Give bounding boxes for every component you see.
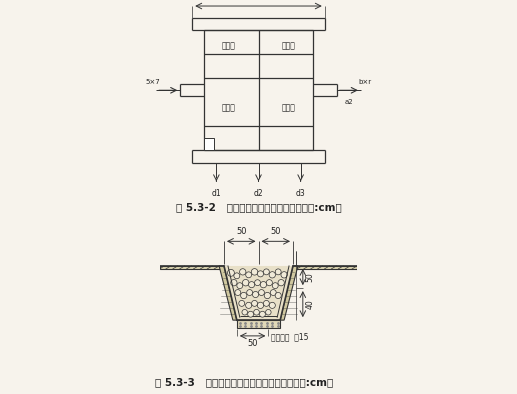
Circle shape <box>266 310 271 315</box>
Circle shape <box>234 273 240 279</box>
Polygon shape <box>219 266 237 320</box>
Text: 沉砂仓: 沉砂仓 <box>221 41 235 50</box>
Circle shape <box>260 281 267 288</box>
Circle shape <box>264 292 270 299</box>
Circle shape <box>264 269 269 275</box>
Circle shape <box>275 292 281 299</box>
Circle shape <box>270 290 276 296</box>
Circle shape <box>266 280 272 286</box>
Text: 沉积仓: 沉积仓 <box>282 104 296 113</box>
Circle shape <box>257 302 264 309</box>
Circle shape <box>246 302 252 309</box>
Text: d3: d3 <box>296 189 306 198</box>
Text: 50: 50 <box>236 227 247 236</box>
Circle shape <box>251 269 258 275</box>
Text: 沉积仓: 沉积仓 <box>221 104 235 113</box>
Circle shape <box>257 271 264 277</box>
Circle shape <box>281 272 287 278</box>
Circle shape <box>247 290 253 296</box>
Circle shape <box>246 272 252 278</box>
Polygon shape <box>160 266 224 269</box>
Circle shape <box>237 283 243 288</box>
Circle shape <box>264 301 269 307</box>
Text: d1: d1 <box>211 189 221 198</box>
Text: b×r: b×r <box>358 79 371 85</box>
Circle shape <box>227 269 234 276</box>
Circle shape <box>254 309 260 315</box>
Text: 5×7: 5×7 <box>145 79 160 85</box>
Text: 图 5.3-3   干砌石排水沟典型设计断面图（单位:cm）: 图 5.3-3 干砌石排水沟典型设计断面图（单位:cm） <box>155 377 333 387</box>
Text: c3: c3 <box>253 0 264 2</box>
Circle shape <box>260 311 265 317</box>
Polygon shape <box>280 266 298 320</box>
Text: 50: 50 <box>270 227 281 236</box>
Polygon shape <box>224 266 293 320</box>
Circle shape <box>242 310 248 315</box>
Circle shape <box>269 272 276 278</box>
Circle shape <box>272 283 278 288</box>
Circle shape <box>248 311 253 317</box>
Circle shape <box>278 280 284 286</box>
Circle shape <box>258 290 264 296</box>
Circle shape <box>252 301 257 307</box>
Text: 格栅板: 格栅板 <box>282 41 296 50</box>
Text: 50: 50 <box>247 339 258 348</box>
Circle shape <box>231 280 237 286</box>
Bar <box>237 320 280 328</box>
Circle shape <box>242 279 249 286</box>
Circle shape <box>269 302 276 309</box>
Circle shape <box>239 301 245 307</box>
Circle shape <box>240 292 247 299</box>
Polygon shape <box>293 266 357 269</box>
Text: a2: a2 <box>344 99 353 105</box>
Bar <box>204 138 214 151</box>
Circle shape <box>239 269 246 275</box>
Circle shape <box>249 282 255 288</box>
Circle shape <box>254 280 261 286</box>
Circle shape <box>275 269 281 275</box>
Text: d2: d2 <box>254 189 263 198</box>
Text: 40: 40 <box>306 299 315 309</box>
Text: 图 5.3-2   干砌石沉砂池平面设计图（单位:cm）: 图 5.3-2 干砌石沉砂池平面设计图（单位:cm） <box>176 202 341 212</box>
Text: 50: 50 <box>306 272 315 282</box>
Circle shape <box>235 290 241 296</box>
Text: 砂砾垫层  厚15: 砂砾垫层 厚15 <box>271 333 309 341</box>
Circle shape <box>252 292 258 297</box>
